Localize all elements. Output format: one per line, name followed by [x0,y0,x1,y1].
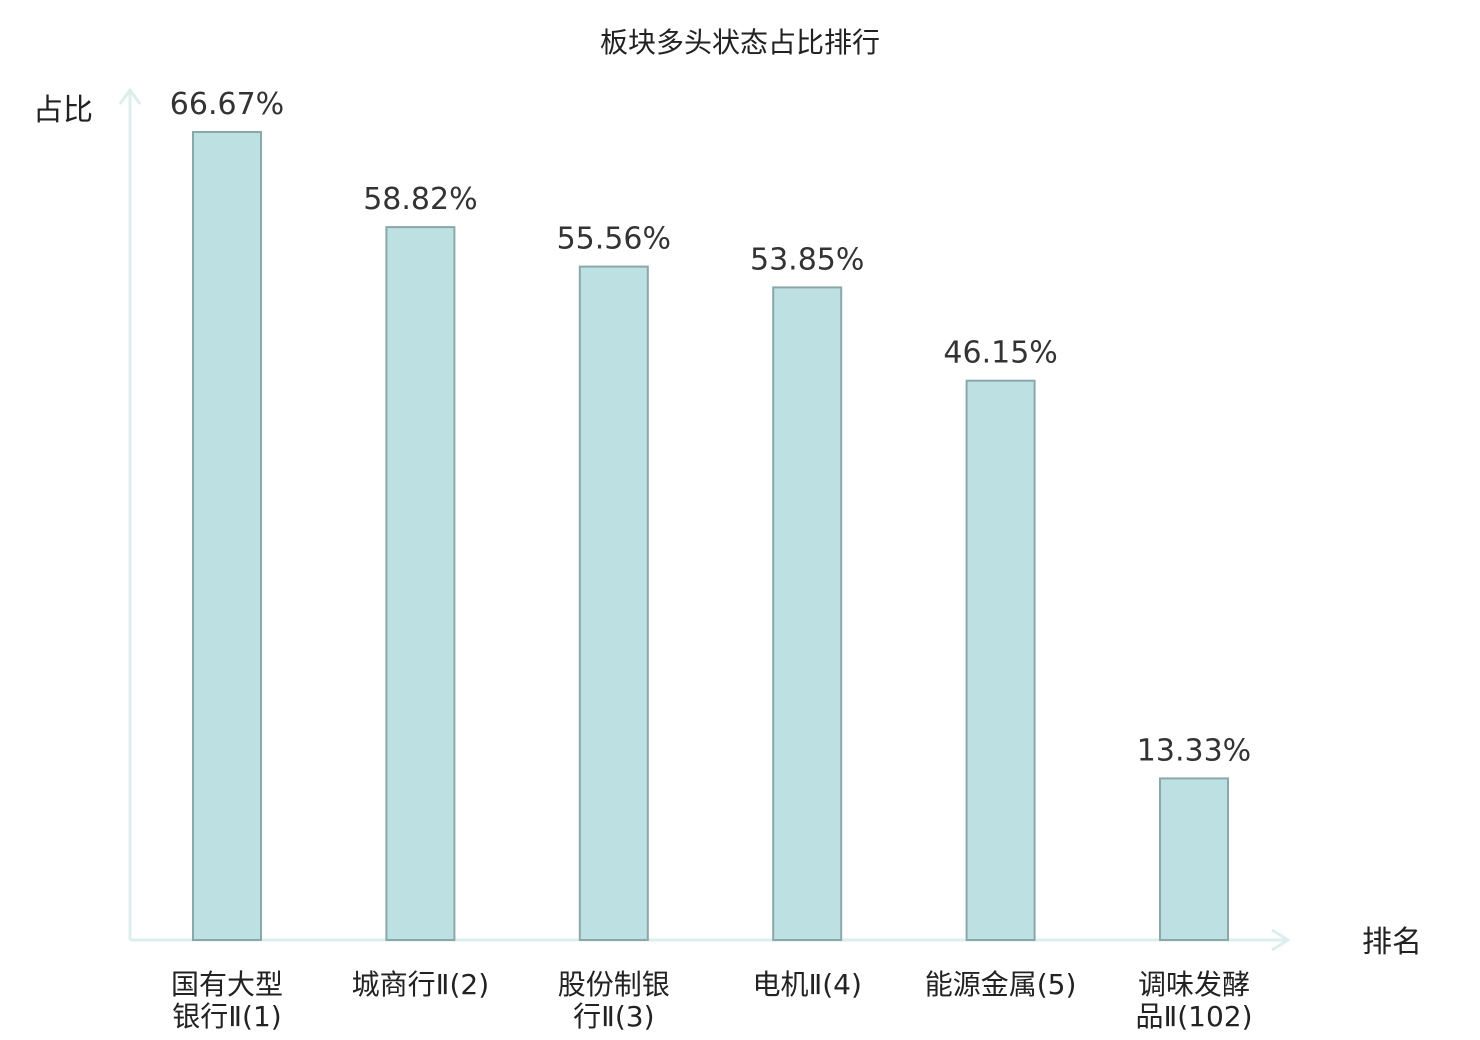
category-label-1-line-1: 国有大型 [171,968,283,1001]
chart-title: 板块多头状态占比排行 [600,26,880,59]
category-label-3-line-1: 股份制银 [558,968,670,1001]
category-label-6-line-1: 调味发酵 [1138,968,1250,1001]
category-label-5-line-1: 能源金属(5) [925,968,1077,1001]
y-axis-label: 占比 [33,93,93,128]
value-labels: 66.67% 58.82% 55.56% 53.85% 46.15% 13.33% [170,87,1251,768]
bar-4 [772,286,843,941]
axes [118,87,1291,952]
value-label-5: 46.15% [943,336,1057,371]
category-label-6-line-2: 品Ⅱ(102) [1135,1000,1252,1033]
value-label-4: 53.85% [750,242,864,277]
bar-1 [192,131,262,941]
category-label-2-line-1: 城商行Ⅱ(2) [352,968,489,1001]
value-label-3: 55.56% [557,222,671,257]
bar-3 [578,265,649,942]
bars [192,131,1229,942]
value-label-2: 58.82% [363,182,477,217]
value-label-6: 13.33% [1137,733,1251,768]
bar-5 [965,379,1036,941]
category-label-3-line-2: 行Ⅱ(3) [573,1000,654,1033]
x-axis-arrow [1271,928,1291,952]
category-label-4-line-1: 电机Ⅱ(4) [752,968,861,1001]
category-label-1-line-2: 银行Ⅱ(1) [172,1000,281,1033]
y-axis-arrow [118,87,142,105]
bar-2 [385,226,456,942]
x-axis-label: 排名 [1362,925,1422,960]
bar-6 [1159,777,1229,942]
value-label-1: 66.67% [170,87,284,122]
